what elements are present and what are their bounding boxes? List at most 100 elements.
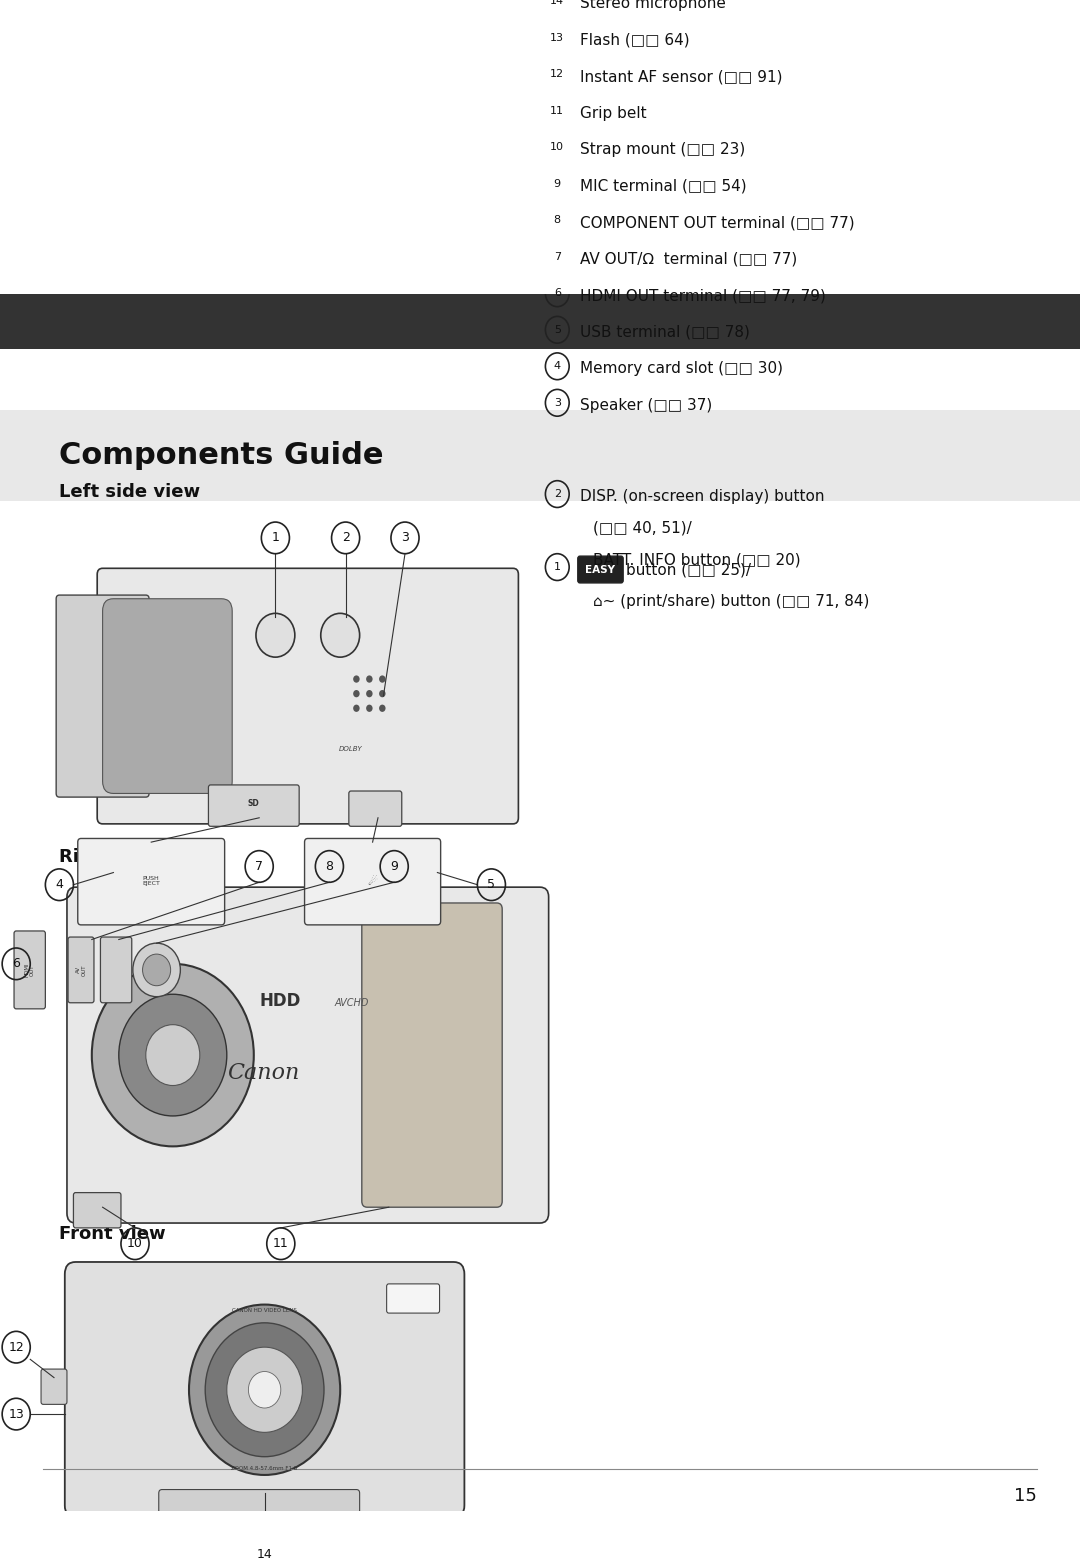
Text: HDD: HDD [259, 992, 300, 1011]
FancyBboxPatch shape [97, 568, 518, 824]
Circle shape [133, 944, 180, 997]
FancyBboxPatch shape [67, 888, 549, 1223]
Text: 13: 13 [9, 1407, 24, 1421]
Text: Instant AF sensor (□□ 91): Instant AF sensor (□□ 91) [580, 69, 782, 84]
Text: 3: 3 [401, 532, 409, 544]
Text: 2: 2 [554, 490, 561, 499]
FancyBboxPatch shape [578, 555, 623, 583]
Text: 14: 14 [257, 1548, 272, 1560]
Circle shape [248, 1371, 281, 1409]
FancyBboxPatch shape [0, 295, 1080, 349]
FancyBboxPatch shape [100, 938, 132, 1003]
Text: ZOOM 4.8-57.6mm F1.8: ZOOM 4.8-57.6mm F1.8 [231, 1466, 298, 1471]
Text: 11: 11 [551, 106, 564, 115]
Text: 9: 9 [390, 860, 399, 874]
FancyBboxPatch shape [103, 599, 232, 794]
Circle shape [146, 1025, 200, 1086]
Text: 5: 5 [554, 324, 561, 335]
FancyBboxPatch shape [349, 791, 402, 827]
Text: HDMI OUT terminal (□□ 77, 79): HDMI OUT terminal (□□ 77, 79) [580, 289, 826, 303]
Text: 4: 4 [55, 878, 64, 891]
FancyBboxPatch shape [305, 838, 441, 925]
Text: AV OUT/Ω  terminal (□□ 77): AV OUT/Ω terminal (□□ 77) [580, 251, 797, 267]
Text: 3: 3 [554, 398, 561, 407]
Circle shape [379, 705, 386, 711]
Text: 9: 9 [554, 179, 561, 189]
Text: 7: 7 [554, 251, 561, 262]
Circle shape [366, 690, 373, 697]
Text: ☄: ☄ [367, 877, 378, 888]
FancyBboxPatch shape [78, 838, 225, 925]
Text: 12: 12 [9, 1340, 24, 1354]
FancyBboxPatch shape [387, 1284, 440, 1314]
Text: HDMI
OUT: HDMI OUT [24, 963, 35, 977]
FancyBboxPatch shape [68, 938, 94, 1003]
Text: Strap mount (□□ 23): Strap mount (□□ 23) [580, 142, 745, 158]
FancyBboxPatch shape [56, 594, 149, 797]
FancyBboxPatch shape [362, 903, 502, 1207]
Text: Components Guide: Components Guide [59, 440, 383, 470]
Text: 7: 7 [255, 860, 264, 874]
Text: 10: 10 [551, 142, 564, 153]
Text: AVCHD: AVCHD [335, 998, 369, 1008]
Text: button (□□ 25)/: button (□□ 25)/ [626, 562, 752, 577]
Text: 10: 10 [127, 1237, 143, 1250]
Text: USB terminal (□□ 78): USB terminal (□□ 78) [580, 324, 750, 340]
Circle shape [379, 675, 386, 683]
Circle shape [256, 613, 295, 657]
Text: 1: 1 [271, 532, 280, 544]
FancyBboxPatch shape [14, 931, 45, 1009]
Text: 8: 8 [554, 215, 561, 225]
Circle shape [353, 690, 360, 697]
Text: 1: 1 [554, 562, 561, 573]
Circle shape [205, 1323, 324, 1457]
FancyBboxPatch shape [159, 1490, 360, 1515]
Circle shape [143, 955, 171, 986]
Text: Grip belt: Grip belt [580, 106, 647, 120]
FancyBboxPatch shape [41, 1370, 67, 1404]
Text: 14: 14 [550, 0, 565, 6]
Circle shape [321, 613, 360, 657]
FancyBboxPatch shape [65, 1262, 464, 1518]
Text: 13: 13 [551, 33, 564, 42]
Text: 6: 6 [12, 958, 21, 970]
Text: 2: 2 [341, 532, 350, 544]
Text: Left side view: Left side view [59, 484, 201, 501]
Text: PUSH
EJECT: PUSH EJECT [143, 875, 160, 886]
Text: Right side view: Right side view [59, 849, 215, 866]
Text: 15: 15 [1014, 1487, 1037, 1505]
Circle shape [92, 964, 254, 1147]
Circle shape [379, 690, 386, 697]
Text: (□□ 40, 51)/: (□□ 40, 51)/ [593, 521, 691, 535]
Text: Memory card slot (□□ 30): Memory card slot (□□ 30) [580, 362, 783, 376]
FancyBboxPatch shape [208, 785, 299, 827]
Text: DOLBY: DOLBY [339, 746, 363, 752]
Text: 11: 11 [273, 1237, 288, 1250]
Text: SD: SD [248, 799, 259, 808]
Text: 5: 5 [487, 878, 496, 891]
Circle shape [119, 994, 227, 1115]
Text: 12: 12 [550, 69, 565, 80]
Text: COMPONENT OUT terminal (□□ 77): COMPONENT OUT terminal (□□ 77) [580, 215, 854, 231]
Text: MIC terminal (□□ 54): MIC terminal (□□ 54) [580, 179, 746, 193]
Text: 6: 6 [554, 289, 561, 298]
Text: CANON HD VIDEO LENS: CANON HD VIDEO LENS [232, 1309, 297, 1314]
Text: Canon: Canon [227, 1062, 299, 1084]
Text: Front view: Front view [59, 1226, 166, 1243]
Circle shape [189, 1304, 340, 1474]
Text: 8: 8 [325, 860, 334, 874]
Circle shape [366, 675, 373, 683]
Text: Flash (□□ 64): Flash (□□ 64) [580, 33, 690, 48]
FancyBboxPatch shape [73, 1192, 121, 1228]
FancyBboxPatch shape [0, 410, 1080, 501]
Circle shape [353, 705, 360, 711]
Text: ⌂∼ (print/share) button (□□ 71, 84): ⌂∼ (print/share) button (□□ 71, 84) [593, 594, 869, 608]
Circle shape [353, 675, 360, 683]
Text: EASY: EASY [585, 565, 616, 574]
Text: Speaker (□□ 37): Speaker (□□ 37) [580, 398, 712, 413]
Text: Stereo microphone: Stereo microphone [580, 0, 726, 11]
Circle shape [227, 1348, 302, 1432]
Text: BATT. INFO button (□□ 20): BATT. INFO button (□□ 20) [593, 552, 800, 568]
Text: 4: 4 [554, 362, 561, 371]
Circle shape [366, 705, 373, 711]
